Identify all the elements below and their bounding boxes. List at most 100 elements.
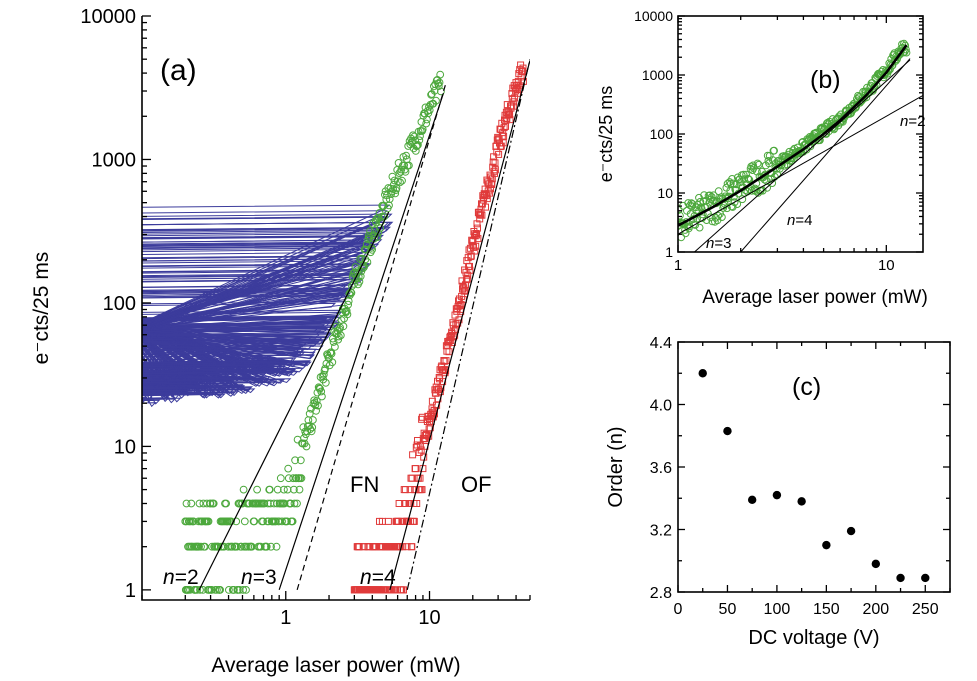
panel-b-data (678, 39, 911, 242)
data-point (379, 202, 388, 210)
x-tick-label: 150 (813, 601, 840, 618)
x-tick-label: 10 (878, 257, 895, 274)
data-point (491, 169, 498, 177)
data-point (432, 96, 440, 105)
data-point (142, 332, 332, 337)
data-point (142, 400, 146, 404)
data-point (142, 322, 331, 329)
data-point (414, 141, 422, 149)
data-point (723, 426, 732, 436)
data-point (142, 322, 254, 377)
data-point (413, 500, 421, 507)
data-point (142, 332, 279, 387)
data-point (457, 300, 465, 308)
data-point (305, 409, 314, 418)
data-point (296, 456, 305, 465)
data-point (297, 474, 306, 483)
data-point (519, 68, 526, 76)
annotation-order: n=4 (787, 212, 812, 229)
data-point (921, 573, 930, 583)
data-point (142, 335, 312, 367)
data-point (142, 226, 392, 333)
data-point (142, 371, 162, 395)
data-point (391, 189, 400, 198)
annotation-order: n=3 (706, 235, 731, 252)
panel-a-data (142, 61, 527, 594)
x-axis-label: DC voltage (V) (748, 627, 879, 649)
data-point (429, 408, 437, 416)
data-point (239, 586, 248, 594)
x-tick-label: 250 (912, 601, 939, 618)
data-point (410, 517, 418, 525)
data-point (293, 499, 301, 508)
data-point (213, 586, 221, 594)
data-point (466, 262, 473, 270)
y-axis-label: Order (n) (605, 426, 627, 507)
fit-line (198, 211, 390, 591)
data-point (142, 333, 333, 338)
data-point (331, 343, 339, 351)
data-point (695, 223, 704, 232)
data-point (891, 57, 900, 65)
data-point (306, 425, 315, 434)
data-point (770, 146, 778, 155)
data-point (723, 179, 732, 188)
data-point (142, 372, 158, 391)
data-point (142, 215, 385, 324)
data-point (364, 235, 373, 244)
data-point (336, 323, 345, 332)
data-point (500, 124, 508, 132)
y-tick-label: 100 (650, 126, 674, 142)
data-point (142, 327, 297, 362)
data-point (142, 333, 236, 397)
data-point (377, 212, 386, 221)
data-point (198, 517, 207, 526)
data-point (418, 486, 426, 494)
data-point (700, 191, 708, 200)
data-point (142, 375, 156, 391)
data-point (709, 191, 718, 200)
fit-line (740, 58, 911, 252)
data-point (473, 231, 481, 239)
data-point (142, 329, 285, 377)
annotation-order: n=3 (241, 566, 277, 589)
data-point (142, 338, 212, 399)
data-point (355, 543, 363, 551)
data-point (197, 542, 205, 551)
data-point (273, 499, 282, 508)
data-point (142, 335, 226, 399)
x-tick-label: 1 (280, 607, 291, 629)
data-point (142, 327, 281, 375)
x-tick-label: 50 (719, 601, 737, 618)
data-point (418, 125, 427, 134)
data-point (142, 385, 149, 391)
panel-b: 1 10 100 1000 10000 1 10 Average laser power (m… (596, 8, 928, 308)
data-point (227, 517, 236, 526)
data-point (142, 332, 239, 396)
data-point (767, 175, 775, 183)
data-point (142, 243, 380, 330)
data-point (264, 499, 272, 508)
data-point (142, 324, 314, 341)
data-point (678, 233, 686, 242)
data-point (142, 323, 304, 350)
data-point (272, 517, 280, 526)
data-point (307, 427, 316, 436)
data-point (739, 170, 748, 179)
x-axis-label: Average laser power (mW) (211, 654, 460, 677)
fit-line (278, 92, 445, 591)
annotation-fn: FN (350, 472, 379, 497)
data-point (142, 239, 383, 331)
data-point (142, 332, 316, 357)
data-point (333, 330, 341, 338)
x-tick-label: 0 (674, 601, 683, 618)
data-point (470, 243, 477, 251)
data-point (142, 382, 145, 385)
data-point (142, 351, 180, 394)
data-point (425, 432, 433, 440)
data-point (142, 326, 307, 353)
data-point (488, 180, 496, 188)
data-point (329, 338, 338, 346)
data-point (142, 263, 359, 323)
data-point (846, 526, 856, 536)
